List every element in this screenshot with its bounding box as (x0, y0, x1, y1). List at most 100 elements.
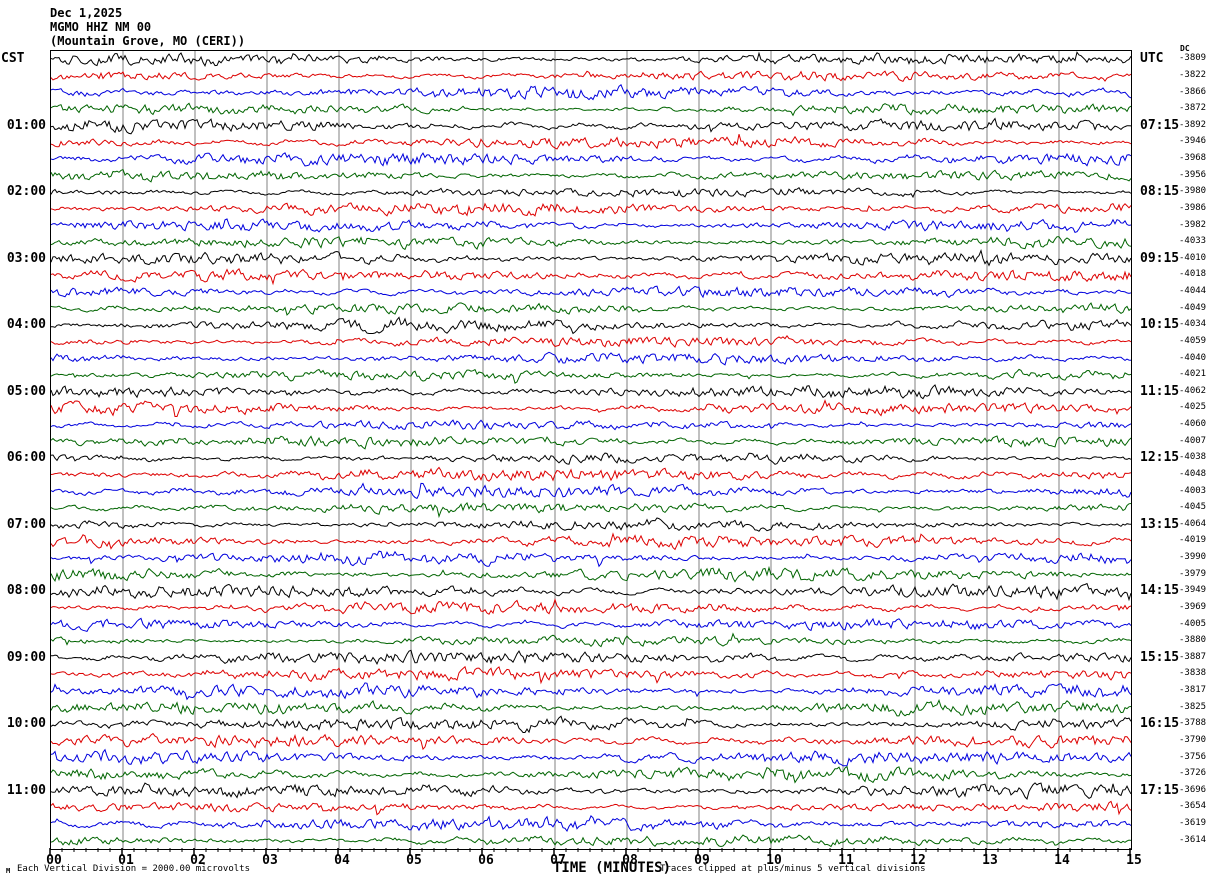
dc-offset-value: -3982 (1179, 219, 1207, 230)
trace-row (51, 285, 1131, 299)
title-block: Dec 1,2025 MGMO HHZ NM 00 (Mountain Grov… (50, 6, 245, 48)
x-tick-label: 04 (334, 853, 350, 868)
x-tick-label: 14 (1054, 853, 1070, 868)
dc-offset-value: -4049 (1179, 302, 1207, 313)
left-hour-label: 04:00 (6, 317, 46, 333)
x-axis-title: TIME (MINUTES) (553, 860, 672, 876)
dc-offset-value: -3817 (1179, 685, 1207, 696)
x-tick-label: 13 (982, 853, 998, 868)
trace-row (51, 582, 1131, 602)
x-tick-label: 11 (838, 853, 854, 868)
trace-row (51, 532, 1131, 551)
dc-offset-value: -3825 (1179, 701, 1207, 712)
dc-offset-value: -4034 (1179, 319, 1207, 330)
dc-offset-value: -3696 (1179, 784, 1207, 795)
dc-offset-value: -3946 (1179, 136, 1207, 147)
dc-offset-value: -3880 (1179, 635, 1207, 646)
logo-mark: M (6, 867, 11, 875)
trace-row (51, 236, 1131, 251)
left-hour-label: 07:00 (6, 516, 46, 532)
dc-offset-value: -3980 (1179, 186, 1207, 197)
trace-row (51, 598, 1131, 615)
trace-row (51, 800, 1131, 816)
x-tick-label: 07 (550, 853, 566, 868)
trace-row (51, 316, 1131, 335)
right-hour-label: 17:15 (1140, 782, 1180, 798)
dc-offset-value: -4062 (1179, 385, 1207, 396)
trace-row (51, 134, 1131, 150)
trace-row (51, 334, 1131, 349)
trace-row (51, 399, 1131, 417)
trace-row (51, 117, 1131, 135)
x-tick-label: 01 (118, 853, 134, 868)
trace-row (51, 302, 1131, 316)
left-hour-label: 03:00 (6, 250, 46, 266)
title-station: MGMO HHZ NM 00 (50, 20, 152, 34)
seismogram-plot-area (50, 50, 1132, 850)
trace-row (51, 435, 1131, 450)
trace-row (51, 682, 1131, 701)
x-tick-label: 02 (190, 853, 206, 868)
trace-row (51, 665, 1131, 685)
dc-offset-value: -4040 (1179, 352, 1207, 363)
trace-row (51, 351, 1131, 366)
dc-offset-value: -3979 (1179, 568, 1207, 579)
x-tick-label: 00 (46, 853, 62, 868)
right-hour-label: 11:15 (1140, 383, 1180, 399)
dc-offset-value: -3790 (1179, 734, 1207, 745)
dc-offset-value: -3809 (1179, 53, 1207, 64)
dc-offset-value: -3788 (1179, 718, 1207, 729)
dc-offset-value: -4025 (1179, 402, 1207, 413)
dc-offset-value: -3614 (1179, 834, 1207, 845)
dc-offset-value: -4048 (1179, 468, 1207, 479)
trace-row (51, 186, 1131, 199)
dc-offset-value: -4045 (1179, 502, 1207, 513)
dc-offset-value: -4005 (1179, 618, 1207, 629)
trace-row (51, 168, 1131, 183)
dc-offset-value: -3887 (1179, 651, 1207, 662)
dc-offset-value: -4007 (1179, 435, 1207, 446)
trace-row (51, 466, 1131, 482)
dc-offset-value: -3756 (1179, 751, 1207, 762)
dc-offset-value: -4019 (1179, 535, 1207, 546)
dc-offset-value: -4064 (1179, 518, 1207, 529)
x-tick-label: 03 (262, 853, 278, 868)
trace-row (51, 368, 1131, 384)
dc-offset-value: -4060 (1179, 419, 1207, 430)
trace-row (51, 550, 1131, 568)
title-location: (Mountain Grove, MO (CERI)) (50, 34, 246, 48)
right-hour-label: 12:15 (1140, 450, 1180, 466)
dc-offset-value: -4044 (1179, 286, 1207, 297)
trace-row (51, 102, 1131, 117)
dc-offset-value: -3654 (1179, 801, 1207, 812)
right-hour-label: 13:15 (1140, 516, 1180, 532)
dc-offset-value: -3866 (1179, 86, 1207, 97)
trace-row (51, 248, 1131, 267)
dc-offset-value: -4059 (1179, 335, 1207, 346)
trace-row (51, 748, 1131, 767)
trace-row (51, 218, 1131, 234)
x-tick-label: 06 (478, 853, 494, 868)
dc-offset-header: DC (1180, 44, 1190, 53)
trace-row (51, 715, 1131, 734)
x-tick-label: 08 (622, 853, 638, 868)
dc-offset-value: -3956 (1179, 169, 1207, 180)
dc-offset-value: -4003 (1179, 485, 1207, 496)
x-tick-label: 15 (1126, 853, 1142, 868)
dc-offset-value: -4021 (1179, 369, 1207, 380)
seismogram-traces (51, 51, 1131, 849)
dc-offset-value: -3990 (1179, 552, 1207, 563)
clip-note: Traces clipped at plus/minus 5 vertical … (660, 864, 926, 874)
dc-offset-value: -4018 (1179, 269, 1207, 280)
trace-row (51, 84, 1131, 101)
trace-row (51, 501, 1131, 519)
right-hour-label: 10:15 (1140, 317, 1180, 333)
x-tick-label: 05 (406, 853, 422, 868)
left-hour-label: 11:00 (6, 782, 46, 798)
dc-offset-value: -3822 (1179, 69, 1207, 80)
dc-offset-value: -3838 (1179, 668, 1207, 679)
dc-offset-value: -3872 (1179, 103, 1207, 114)
left-hour-label: 10:00 (6, 716, 46, 732)
left-hour-label: 09:00 (6, 649, 46, 665)
